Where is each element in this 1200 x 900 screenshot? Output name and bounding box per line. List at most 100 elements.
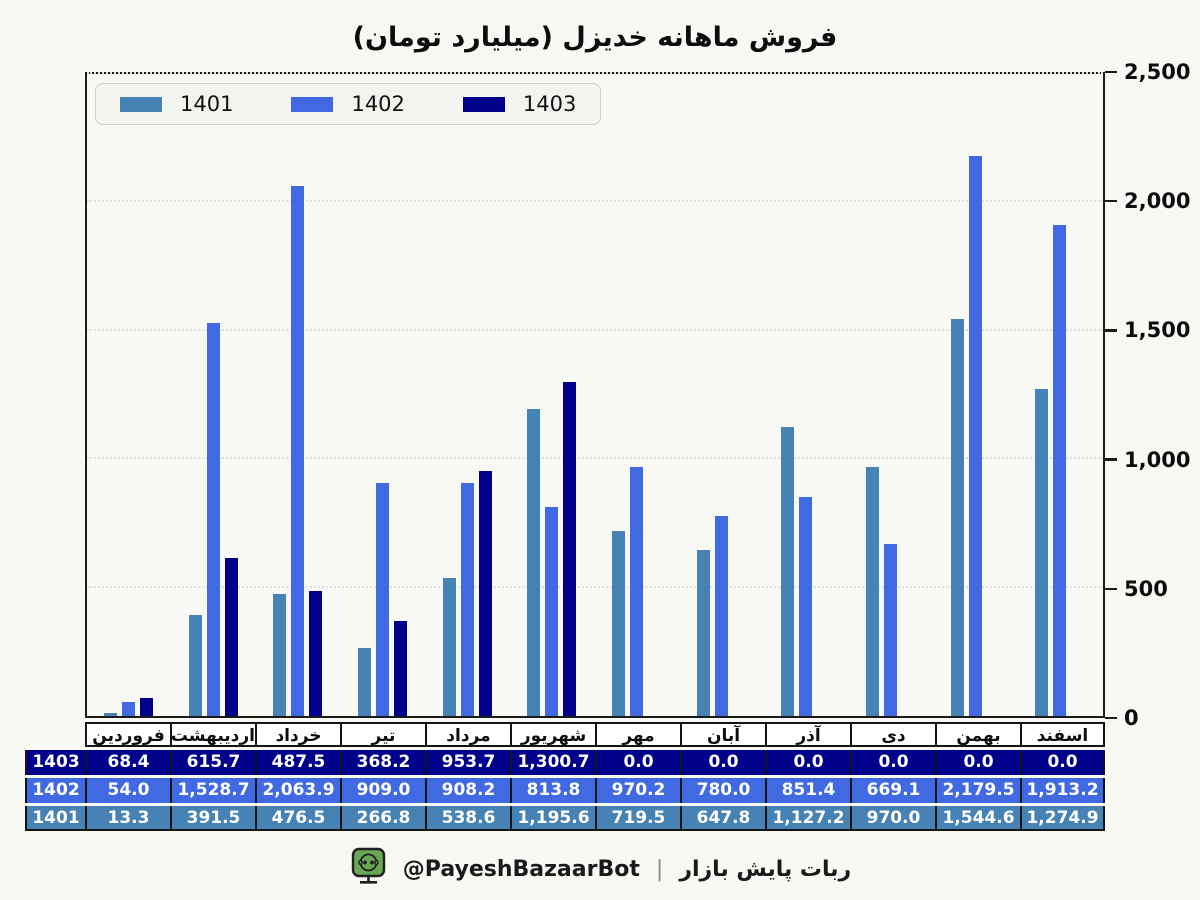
bar-1402-month-11 <box>968 156 982 716</box>
gridline <box>87 72 1103 74</box>
value-cell: 1,195.6 <box>510 806 595 831</box>
legend-label: 1402 <box>351 92 405 116</box>
y-tick: 1,500 <box>1105 318 1190 342</box>
month-header-cell: آذر <box>765 722 850 747</box>
y-tick-label: 0 <box>1124 706 1139 730</box>
bar-1403-month-1 <box>140 698 153 716</box>
table-row-1402: 1402 54.0 1,528.7 2,063.9 909.0 908.2 813.8 970… <box>25 778 1105 803</box>
row-label-cell: 1402 <box>25 778 85 803</box>
value-cell: 719.5 <box>595 806 680 831</box>
bar-1402-month-2 <box>206 323 220 716</box>
value-cell: 647.8 <box>680 806 765 831</box>
y-tick-label: 1,500 <box>1124 318 1191 343</box>
robot-monitor-icon <box>349 846 389 892</box>
value-cell: 68.4 <box>85 750 170 775</box>
y-tick-mark <box>1105 587 1117 591</box>
value-cell: 487.5 <box>255 750 340 775</box>
gridline <box>87 200 1103 203</box>
legend-label: 1403 <box>522 92 577 116</box>
footer-separator: | <box>655 856 664 882</box>
bar-group-10 <box>849 74 934 716</box>
y-tick: 2,500 <box>1105 60 1190 84</box>
bar-1401-month-12 <box>1035 388 1049 716</box>
y-tick-label: 2,500 <box>1124 60 1191 84</box>
legend: 1401 1402 1403 <box>95 83 602 125</box>
value-cell: 2,179.5 <box>935 778 1020 803</box>
bar-group-4 <box>341 74 426 716</box>
value-cell: 851.4 <box>765 778 850 803</box>
bar-1401-month-9 <box>781 426 795 716</box>
bar-1401-month-4 <box>358 647 371 716</box>
legend-item-1402: 1402 <box>291 92 405 116</box>
month-header-cell: دی <box>850 722 935 747</box>
value-cell: 909.0 <box>340 778 425 803</box>
bar-group-3 <box>256 74 341 716</box>
y-tick: 500 <box>1105 577 1168 601</box>
value-cell: 1,127.2 <box>765 806 850 831</box>
value-cell: 953.7 <box>425 750 510 775</box>
gridline <box>87 328 1103 331</box>
y-tick-mark <box>1105 716 1117 720</box>
value-cell: 1,274.9 <box>1020 806 1105 831</box>
y-tick: 1,000 <box>1105 448 1190 472</box>
bar-1403-month-3 <box>309 590 323 716</box>
bar-1401-month-3 <box>273 593 287 716</box>
bar-group-12 <box>1018 74 1103 716</box>
bar-1401-month-6 <box>527 408 541 716</box>
bar-1403-month-2 <box>224 557 238 716</box>
legend-swatch-1402 <box>291 96 334 112</box>
y-tick-mark <box>1105 329 1117 332</box>
y-tick-label: 2,000 <box>1124 189 1191 214</box>
footer-caption: ربات پایش بازار <box>679 856 852 882</box>
legend-swatch-1401 <box>120 96 162 112</box>
bar-1403-month-4 <box>394 621 407 716</box>
plot-area: 1401 1402 1403 <box>85 72 1105 718</box>
y-tick-mark <box>1105 199 1117 203</box>
gridline <box>87 585 1103 588</box>
bar-group-7 <box>595 74 680 716</box>
bar-1401-month-5 <box>442 577 456 716</box>
table-header-row: فروردین اردیبهشت خرداد تیر مرداد شهریور مهر آبا… <box>25 722 1105 747</box>
month-header-cell: تیر <box>340 722 425 747</box>
month-header-cell: مرداد <box>425 722 510 747</box>
value-cell: 476.5 <box>255 806 340 831</box>
bar-group-6 <box>510 74 595 716</box>
legend-item-1401: 1401 <box>120 92 233 116</box>
bar-1401-month-2 <box>188 615 202 716</box>
bar-1402-month-1 <box>122 702 135 716</box>
bar-1401-month-8 <box>696 549 710 716</box>
legend-item-1403: 1403 <box>462 92 577 116</box>
value-cell: 813.8 <box>510 778 595 803</box>
bar-1402-month-9 <box>799 497 813 716</box>
data-table: فروردین اردیبهشت خرداد تیر مرداد شهریور مهر آبا… <box>25 722 1105 831</box>
month-header-cell: شهریور <box>510 722 595 747</box>
bar-group-2 <box>172 74 257 716</box>
y-tick-mark <box>1105 70 1117 74</box>
value-cell: 669.1 <box>850 778 935 803</box>
bar-group-1 <box>87 74 172 716</box>
footer: @PayeshBazaarBot | ربات پایش بازار <box>0 846 1200 892</box>
chart-title: فروش ماهانه خدیزل (میلیارد تومان) <box>352 22 838 53</box>
value-cell: 0.0 <box>935 750 1020 775</box>
value-cell: 0.0 <box>680 750 765 775</box>
table-row-1403: 1403 68.4 615.7 487.5 368.2 953.7 1,300.7 0.0 0.… <box>25 750 1105 775</box>
month-header-cell: خرداد <box>255 722 340 747</box>
month-header-cell: بهمن <box>935 722 1020 747</box>
month-header-cell: آبان <box>680 722 765 747</box>
month-header-cell: اردیبهشت <box>170 722 255 747</box>
value-cell: 1,913.2 <box>1020 778 1105 803</box>
y-tick-label: 1,000 <box>1124 447 1191 472</box>
value-cell: 0.0 <box>850 750 935 775</box>
value-cell: 970.2 <box>595 778 680 803</box>
value-cell: 2,063.9 <box>255 778 340 803</box>
bar-1401-month-10 <box>866 466 879 716</box>
value-cell: 538.6 <box>425 806 510 831</box>
legend-label: 1401 <box>180 92 234 116</box>
y-axis: 0 500 1,000 1,500 2,000 2,500 <box>1105 60 1200 730</box>
value-cell: 1,300.7 <box>510 750 595 775</box>
value-cell: 54.0 <box>85 778 170 803</box>
row-label-cell: 1403 <box>25 750 85 775</box>
value-cell: 391.5 <box>170 806 255 831</box>
month-header-cell: فروردین <box>85 722 170 747</box>
bar-1402-month-5 <box>460 482 474 716</box>
